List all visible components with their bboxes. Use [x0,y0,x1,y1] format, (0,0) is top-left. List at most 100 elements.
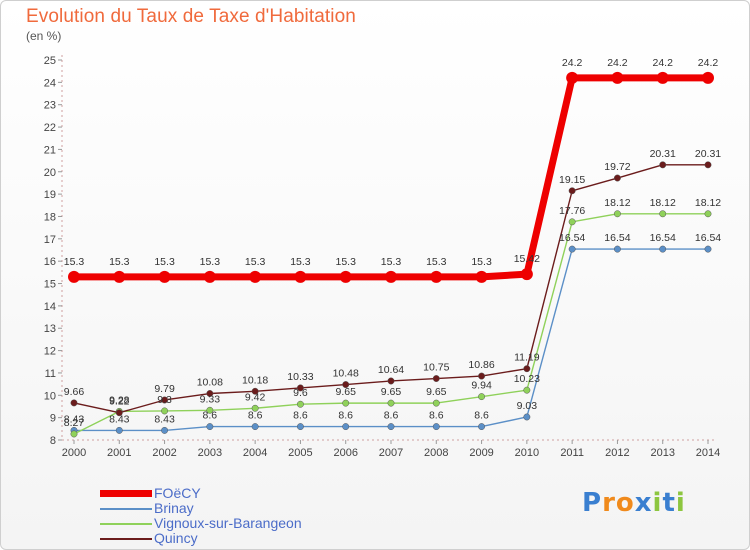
data-label: 15.3 [154,256,175,268]
chart-title: Evolution du Taux de Taxe d'Habitation [26,6,356,27]
legend-item-quincy: Quincy [100,531,302,546]
data-label: 10.08 [197,377,223,389]
legend-item-vignoux: Vignoux-sur-Barangeon [100,516,302,531]
data-label: 9.33 [200,393,221,405]
data-point [656,71,669,84]
data-point [70,430,78,438]
data-label: 8.43 [64,413,85,425]
data-label: 24.2 [607,57,628,69]
data-point [523,413,531,421]
y-tick-label: 18 [44,211,56,223]
x-tick-label: 2007 [379,447,403,459]
data-label: 8.6 [384,410,399,422]
data-point [430,270,443,283]
data-point [203,270,216,283]
data-label: 16.54 [650,232,676,244]
data-point [115,426,123,434]
data-point [702,71,714,84]
data-point [161,396,169,404]
data-label: 10.64 [378,364,404,376]
data-label: 8.6 [338,410,353,422]
data-point [342,423,350,431]
unit-label: (en %) [26,29,62,43]
data-label: 8.6 [248,410,263,422]
data-point [432,423,440,431]
y-tick-label: 24 [44,77,56,89]
x-tick-label: 2006 [333,447,357,459]
data-label: 16.54 [695,232,721,244]
x-tick-label: 2003 [198,447,222,459]
data-label: 10.86 [468,359,494,371]
data-label: 16.54 [604,232,630,244]
data-point [432,399,440,407]
y-tick-label: 23 [44,100,56,112]
data-point [432,375,440,382]
data-label: 15.42 [514,253,540,265]
y-tick-label: 9 [50,413,56,425]
y-tick-label: 13 [44,323,56,335]
logo-letter: P [582,488,603,518]
legend-label-foecy: FOëCY [154,485,201,501]
legend-item-brinay: Brinay [100,501,302,516]
data-label: 9.65 [426,386,447,398]
data-point [342,381,350,389]
data-label: 20.31 [695,148,721,160]
legend-label-quincy: Quincy [154,530,198,546]
data-label: 11.19 [514,352,540,364]
data-label: 8.27 [64,417,85,429]
x-tick-label: 2005 [288,447,312,459]
x-tick-label: 2008 [424,447,448,459]
x-tick-label: 2001 [107,447,131,459]
data-point [206,406,214,414]
data-point [251,423,259,431]
data-point [478,372,486,380]
data-point [704,161,712,169]
data-point [294,270,307,283]
data-point [523,386,531,394]
data-point [161,426,169,434]
data-point [339,270,352,283]
data-label: 10.23 [514,373,540,385]
x-tick-label: 2010 [515,447,539,459]
x-tick-label: 2011 [560,447,584,459]
proxiti-logo: Proxiti [582,488,686,518]
data-label: 9.79 [154,383,175,395]
data-label: 9.94 [471,380,492,392]
legend-swatch-vignoux [100,522,152,525]
data-label: 18.12 [695,197,721,209]
data-label: 15.3 [471,256,492,268]
data-label: 18.12 [650,197,676,209]
data-point [478,423,486,431]
data-point [613,210,621,218]
logo-letter: o [615,488,635,518]
y-tick-label: 11 [45,368,56,380]
data-point [206,423,214,431]
y-tick-label: 10 [44,390,56,402]
data-label: 9.03 [517,400,538,412]
legend-swatch-foecy [100,490,152,497]
data-point [613,174,621,182]
legend-swatch-quincy [100,537,152,540]
x-tick-label: 2000 [62,447,86,459]
data-point [520,268,533,281]
y-tick-label: 17 [44,234,56,246]
data-point [387,423,395,431]
data-point [478,393,486,401]
logo-letter: i [675,488,686,518]
data-point [659,245,667,253]
data-point [613,245,621,253]
x-tick-label: 2013 [650,447,674,459]
x-tick-label: 2012 [605,447,629,459]
data-point [475,270,488,283]
y-tick-label: 15 [44,279,56,291]
data-point [659,210,667,218]
data-label: 8.43 [109,413,130,425]
x-tick-label: 2009 [469,447,493,459]
data-label: 24.2 [562,57,583,69]
data-point [296,384,304,392]
data-label: 8.6 [203,410,218,422]
data-label: 9.6 [293,387,308,399]
data-label: 10.18 [242,374,268,386]
data-label: 15.3 [245,256,266,268]
